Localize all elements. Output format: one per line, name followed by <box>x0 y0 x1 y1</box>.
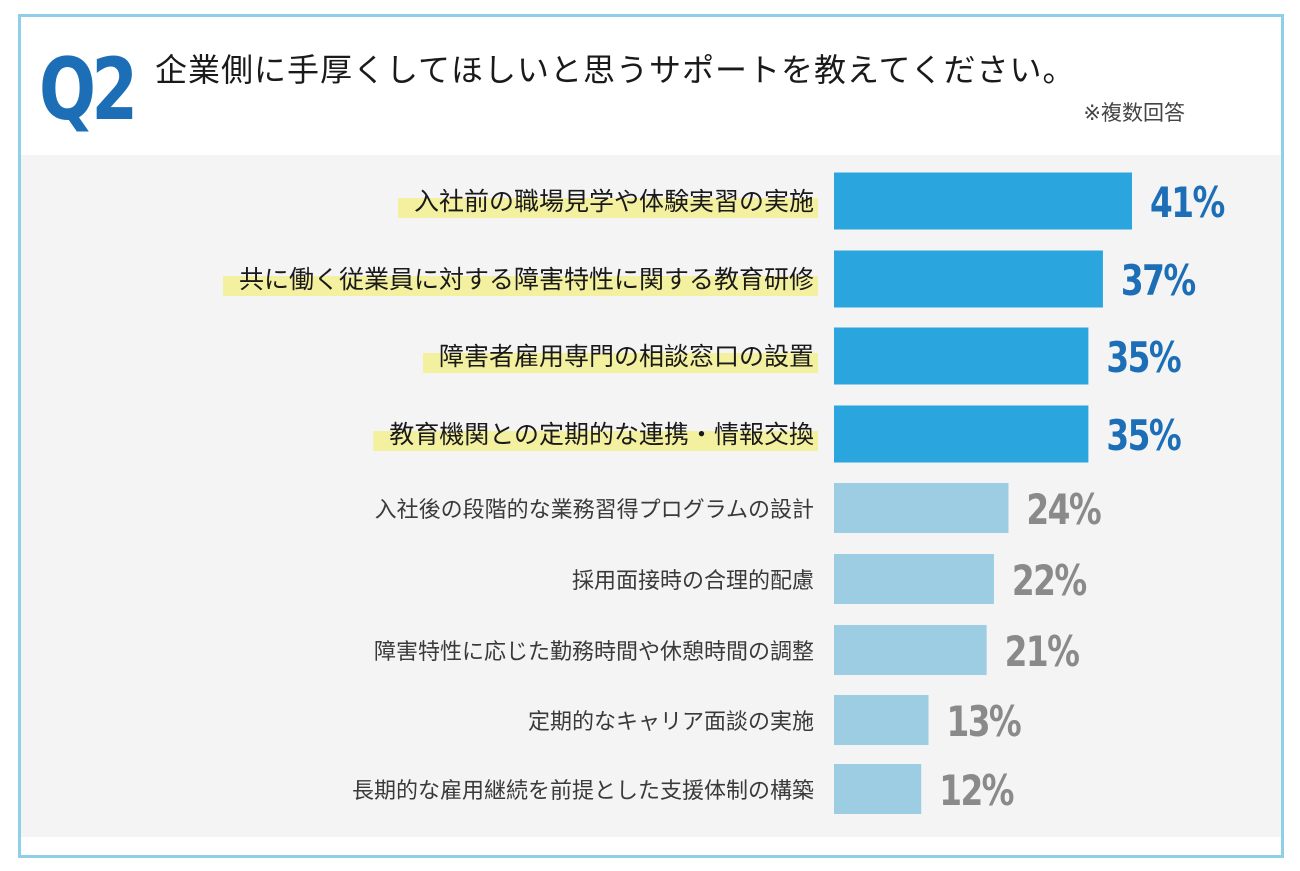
category-label: 長期的な雇用継続を前提とした支援体制の構築 <box>352 779 814 804</box>
bar <box>834 172 1132 230</box>
bar <box>834 625 987 675</box>
label-highlight-marker <box>397 198 818 218</box>
value-label: 37% <box>1121 256 1196 305</box>
bar <box>834 327 1089 385</box>
category-label: 定期的なキャリア面談の実施 <box>528 710 814 735</box>
bar <box>834 405 1089 463</box>
bar <box>834 483 1009 533</box>
value-label: 13% <box>946 697 1021 746</box>
category-label: 障害者雇用専門の相談窓口の設置 <box>439 342 814 371</box>
value-label: 21% <box>1005 627 1080 676</box>
value-label: 41% <box>1150 178 1225 227</box>
value-label: 35% <box>1106 333 1181 382</box>
question-number: Q2 <box>39 40 138 140</box>
category-label: 教育機関との定期的な連携・情報交換 <box>389 420 814 449</box>
multiple-answer-note: ※複数回答 <box>1083 101 1185 125</box>
chart-panel: 入社前の職場見学や体験実習の実施 41% 共に働く従業員に対する障害特性に関する教育… <box>21 155 1281 837</box>
category-label: 採用面接時の合理的配慮 <box>572 569 814 594</box>
value-label: 12% <box>939 766 1014 815</box>
label-highlight-marker <box>373 431 818 451</box>
category-label: 入社後の段階的な業務習得プログラムの設計 <box>375 498 814 523</box>
bar <box>834 554 994 604</box>
question-header: Q2 企業側に手厚くしてほしいと思うサポートを教えてください。 ※複数回答 <box>21 17 1281 155</box>
bar-chart: 入社前の職場見学や体験実習の実施 41% 共に働く従業員に対する障害特性に関する教育… <box>222 172 1226 815</box>
value-label: 22% <box>1012 556 1087 605</box>
bar <box>834 250 1103 308</box>
bar <box>834 764 922 814</box>
label-highlight-marker <box>222 276 818 296</box>
category-label: 共に働く従業員に対する障害特性に関する教育研修 <box>239 265 814 294</box>
category-label: 障害特性に応じた勤務時間や休憩時間の調整 <box>374 640 814 665</box>
category-label: 入社前の職場見学や体験実習の実施 <box>414 187 814 216</box>
label-highlight-marker <box>422 353 818 373</box>
chart-frame: Q2 企業側に手厚くしてほしいと思うサポートを教えてください。 ※複数回答 入社… <box>18 14 1284 858</box>
bar <box>834 695 929 745</box>
value-label: 24% <box>1026 485 1101 534</box>
question-text: 企業側に手厚くしてほしいと思うサポートを教えてください。 <box>155 51 1076 89</box>
value-label: 35% <box>1106 411 1181 460</box>
